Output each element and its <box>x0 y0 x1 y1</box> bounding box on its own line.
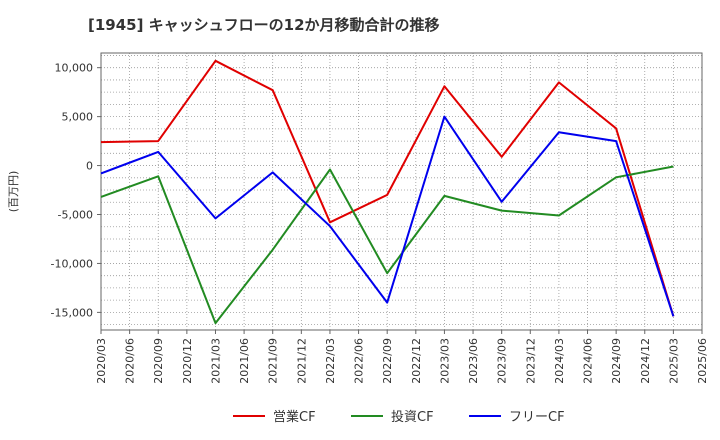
x-axis: 2020/03 2020/06 2020/09 2020/12 2021/03 2021/… <box>95 330 709 384</box>
y-tick-label: -10,000 <box>51 257 93 270</box>
y-tick-label: 5,000 <box>62 111 94 124</box>
x-tick-label: 2021/06 <box>238 338 251 384</box>
series-line-3 <box>100 115 675 317</box>
x-tick-label: 2022/12 <box>410 338 423 384</box>
y-tick-label: -5,000 <box>58 209 93 222</box>
plot-frame <box>100 52 703 331</box>
x-tick-label: 2023/06 <box>467 338 480 384</box>
legend: 営業CF 投資CF フリーCF <box>233 409 565 425</box>
x-tick-label: 2020/03 <box>95 338 108 384</box>
x-tick-label: 2024/09 <box>610 338 623 384</box>
x-tick-label: 2023/03 <box>438 338 451 384</box>
x-tick-label: 2025/06 <box>696 338 709 384</box>
chart-title: [1945] キャッシュフローの12か月移動合計の推移 <box>88 16 440 34</box>
x-tick-label: 2023/12 <box>524 338 537 384</box>
series-lines <box>100 59 675 325</box>
legend-label: 営業CF <box>273 409 316 425</box>
x-tick-label: 2024/06 <box>582 338 595 384</box>
x-tick-label: 2023/09 <box>496 338 509 384</box>
series-line-2 <box>100 165 674 325</box>
x-tick-label: 2021/03 <box>209 338 222 384</box>
y-tick-label: 10,000 <box>55 62 94 75</box>
legend-label: 投資CF <box>391 409 434 425</box>
x-tick-label: 2020/06 <box>124 338 137 384</box>
x-tick-label: 2021/12 <box>295 338 308 384</box>
x-tick-label: 2020/09 <box>152 338 165 384</box>
grid <box>100 53 703 330</box>
x-tick-label: 2025/03 <box>667 338 680 384</box>
x-tick-label: 2021/09 <box>267 338 280 384</box>
y-tick-label: -15,000 <box>51 306 93 319</box>
x-tick-label: 2022/03 <box>324 338 337 384</box>
series-line-1 <box>100 59 675 317</box>
x-tick-label: 2022/09 <box>381 338 394 384</box>
y-tick-label: 0 <box>86 160 93 173</box>
x-tick-label: 2024/12 <box>639 338 652 384</box>
x-tick-label: 2020/12 <box>181 338 194 384</box>
y-axis-label: (百万円) <box>7 171 20 213</box>
x-tick-label: 2022/06 <box>353 338 366 384</box>
x-tick-label: 2024/03 <box>553 338 566 384</box>
legend-label: フリーCF <box>509 410 565 425</box>
y-axis: 10,000 5,000 0 -5,000 -10,000 -15,000 <box>51 62 101 319</box>
